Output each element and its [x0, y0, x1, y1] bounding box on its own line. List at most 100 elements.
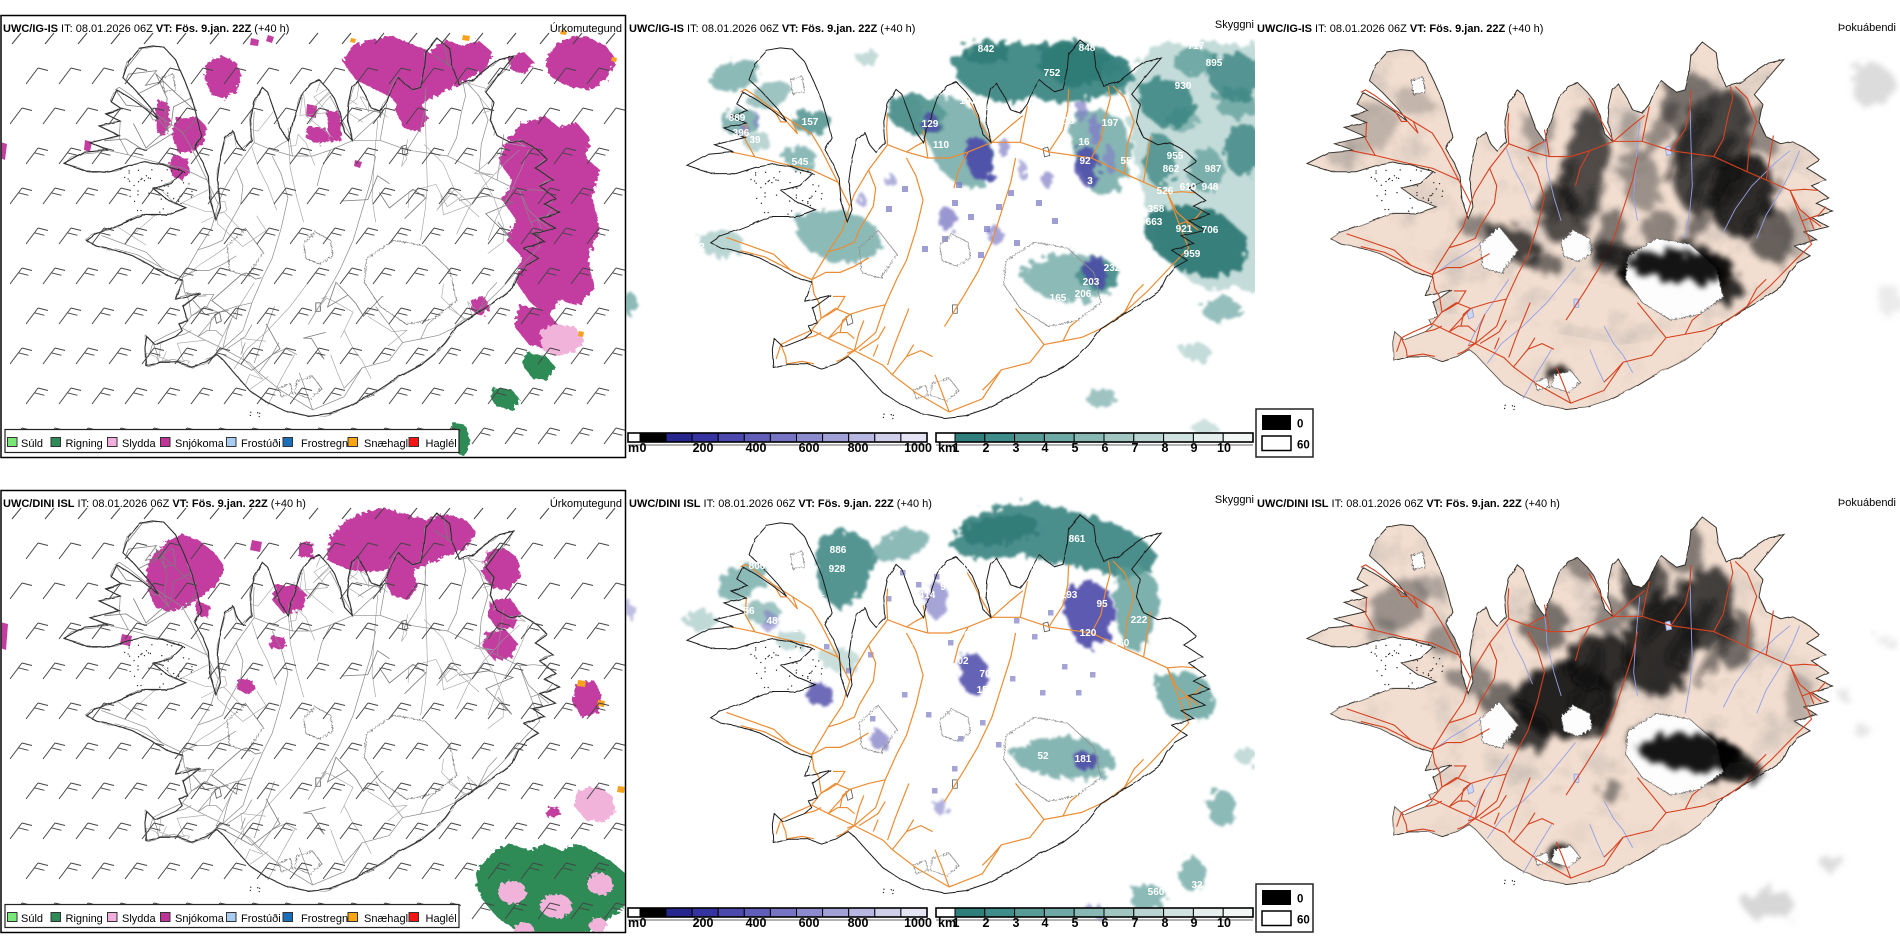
svg-text:48: 48	[766, 616, 778, 627]
svg-text:5: 5	[804, 638, 810, 649]
svg-text:Frostúði: Frostúði	[241, 913, 281, 925]
svg-text:28: 28	[780, 568, 792, 579]
svg-text:2: 2	[699, 242, 705, 253]
svg-text:930: 930	[1175, 81, 1192, 92]
svg-text:560: 560	[1113, 638, 1130, 649]
svg-text:895: 895	[1206, 58, 1223, 69]
svg-text:806: 806	[749, 561, 766, 572]
svg-text:UWC/IG-IS IT: 08.01.2026 06Z V: UWC/IG-IS IT: 08.01.2026 06Z VT: Fös. 9.…	[1257, 23, 1543, 35]
svg-text:396: 396	[733, 128, 750, 139]
svg-text:1: 1	[953, 916, 960, 930]
svg-text:39: 39	[749, 135, 761, 146]
svg-text:293: 293	[1061, 590, 1078, 601]
svg-text:0: 0	[640, 916, 647, 930]
svg-text:921: 921	[1176, 224, 1193, 235]
svg-text:2: 2	[793, 624, 799, 635]
svg-text:222: 222	[1131, 615, 1148, 626]
svg-text:Frostregn: Frostregn	[301, 913, 348, 925]
svg-text:8: 8	[1162, 916, 1169, 930]
svg-text:60: 60	[1297, 440, 1310, 452]
svg-text:Þokuábendi: Þokuábendi	[1838, 497, 1896, 509]
svg-text:129: 129	[922, 119, 939, 130]
svg-text:10: 10	[1217, 916, 1231, 930]
svg-text:2: 2	[983, 916, 990, 930]
svg-text:km: km	[938, 916, 956, 930]
svg-text:571: 571	[898, 643, 915, 654]
svg-text:862: 862	[1163, 164, 1180, 175]
svg-text:6: 6	[1102, 916, 1109, 930]
svg-text:800: 800	[848, 916, 869, 930]
svg-text:206: 206	[1075, 289, 1092, 300]
svg-text:5: 5	[1072, 441, 1079, 455]
svg-text:Snjókoma: Snjókoma	[175, 913, 225, 925]
svg-text:120: 120	[1080, 628, 1097, 639]
svg-text:987: 987	[1205, 164, 1222, 175]
svg-text:200: 200	[693, 916, 714, 930]
svg-text:400: 400	[746, 916, 767, 930]
svg-text:842: 842	[978, 44, 995, 55]
svg-text:752: 752	[1044, 68, 1061, 79]
svg-text:110: 110	[933, 140, 950, 151]
svg-text:4: 4	[1042, 441, 1049, 455]
svg-text:UWC/DINI ISL IT: 08.01.2026 06: UWC/DINI ISL IT: 08.01.2026 06Z VT: Fös.…	[3, 498, 306, 510]
svg-text:13: 13	[1063, 116, 1075, 127]
svg-text:9: 9	[940, 582, 946, 593]
svg-text:526: 526	[1157, 186, 1174, 197]
svg-text:32: 32	[1191, 880, 1203, 891]
svg-text:UWC/IG-IS IT: 08.01.2026 06Z V: UWC/IG-IS IT: 08.01.2026 06Z VT: Fös. 9.…	[629, 23, 915, 35]
svg-text:2: 2	[983, 441, 990, 455]
svg-text:889: 889	[729, 113, 746, 124]
svg-text:6: 6	[964, 630, 970, 641]
svg-text:Þokuábendi: Þokuábendi	[1838, 22, 1896, 34]
svg-text:02: 02	[957, 656, 969, 667]
svg-text:95: 95	[1096, 599, 1108, 610]
svg-text:948: 948	[1202, 182, 1219, 193]
svg-text:92: 92	[1079, 156, 1091, 167]
svg-text:UWC/DINI ISL IT: 08.01.2026 06: UWC/DINI ISL IT: 08.01.2026 06Z VT: Fös.…	[629, 498, 932, 510]
svg-text:3: 3	[1013, 441, 1020, 455]
svg-text:55: 55	[1120, 156, 1132, 167]
svg-text:0: 0	[1297, 894, 1303, 906]
svg-text:8: 8	[1162, 441, 1169, 455]
svg-text:0: 0	[895, 628, 901, 639]
svg-text:1: 1	[953, 441, 960, 455]
svg-text:200: 200	[693, 441, 714, 455]
svg-text:5: 5	[1072, 916, 1079, 930]
svg-text:717: 717	[1188, 41, 1205, 52]
svg-text:36: 36	[1191, 845, 1203, 856]
svg-text:118: 118	[978, 102, 995, 113]
svg-text:Snæhagl: Snæhagl	[364, 913, 408, 925]
svg-text:800: 800	[848, 441, 869, 455]
svg-text:157: 157	[802, 117, 819, 128]
svg-text:Haglél: Haglél	[426, 913, 457, 925]
svg-text:m: m	[628, 441, 639, 455]
svg-text:Skyggni: Skyggni	[1215, 494, 1254, 506]
svg-text:7: 7	[1132, 916, 1139, 930]
svg-text:158: 158	[977, 685, 994, 696]
svg-text:928: 928	[829, 564, 846, 575]
svg-text:560: 560	[1148, 887, 1165, 898]
svg-text:955: 955	[1167, 151, 1184, 162]
svg-text:400: 400	[746, 441, 767, 455]
svg-text:16: 16	[1078, 137, 1090, 148]
svg-text:0: 0	[1297, 419, 1303, 431]
svg-text:km: km	[938, 441, 956, 455]
svg-text:959: 959	[1184, 249, 1201, 260]
svg-text:9: 9	[1191, 916, 1198, 930]
svg-text:137: 137	[960, 96, 977, 107]
svg-text:Slydda: Slydda	[122, 438, 157, 450]
svg-text:663: 663	[1146, 217, 1163, 228]
svg-text:Snjókoma: Snjókoma	[175, 438, 225, 450]
svg-text:203: 203	[1083, 277, 1100, 288]
svg-text:Rigning: Rigning	[66, 913, 103, 925]
svg-text:414: 414	[919, 590, 936, 601]
svg-text:Frostúði: Frostúði	[241, 438, 281, 450]
svg-text:861: 861	[1069, 534, 1086, 545]
svg-text:241: 241	[1101, 737, 1118, 748]
svg-text:610: 610	[1180, 182, 1197, 193]
svg-text:1000: 1000	[904, 916, 932, 930]
svg-text:600: 600	[799, 916, 820, 930]
svg-text:70: 70	[979, 669, 991, 680]
svg-text:7: 7	[1132, 441, 1139, 455]
svg-text:9: 9	[1191, 441, 1198, 455]
